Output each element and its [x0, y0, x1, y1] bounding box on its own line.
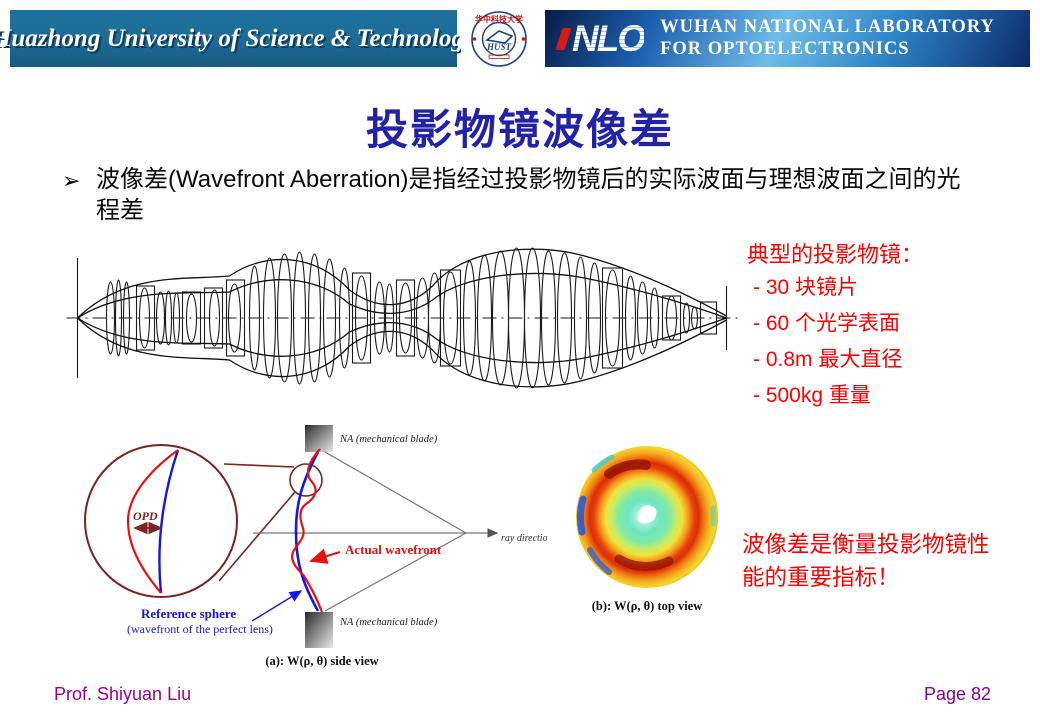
hust-seal-logo: 华中科技大学 HUST [461, 8, 537, 69]
opd-magnifier-circle [84, 444, 238, 598]
lens-note-item: - 30 块镜片 [753, 276, 859, 299]
lens-note-item: - 0.8m 最大直径 [753, 348, 903, 371]
lens-note-item: - 60 个光学表面 [753, 312, 901, 335]
reference-sphere-sublabel: (wavefront of the perfect lens) [127, 622, 273, 636]
ray-bundle [77, 248, 727, 388]
opd-label: OPD [133, 509, 158, 523]
conclusion-text: 波像差是衡量投影物镜性能的重要指标！ [742, 532, 990, 590]
na-label-bottom: NA (mechanical blade) [339, 617, 438, 628]
projection-lens-diagram [66, 247, 741, 389]
footer-page-number: Page 82 [924, 684, 992, 704]
side-view-caption: (a): W(ρ, θ) side view [265, 654, 378, 668]
na-blade-bottom [305, 612, 333, 648]
typical-lens-note: 典型的投影物镜： - 30 块镜片 - 60 个光学表面 - 0.8m 最大直径… [747, 240, 1032, 414]
lab-name-line2: FOR OPTOELECTRONICS [660, 38, 910, 59]
na-label-top: NA (mechanical blade) [339, 434, 438, 445]
hust-seal-icon: 华中科技大学 HUST [471, 10, 527, 67]
na-blade-top [305, 425, 333, 452]
ray-direction-label: ray direction [501, 533, 547, 544]
university-name: Huazhong University of Science & Technol… [0, 24, 476, 52]
bullet-arrow-icon: ➢ [62, 168, 81, 193]
wnlo-logo-text: NLO [572, 18, 646, 59]
seal-top-text: 华中科技大学 [475, 14, 523, 24]
reference-sphere-label: Reference sphere [141, 606, 236, 621]
actual-wavefront-label: Actual wavefront [345, 542, 442, 557]
lab-name: WUHAN NATIONAL LABORATORY FOR OPTOELECTR… [660, 17, 995, 60]
bullet-text: 波像差(Wavefront Aberration)是指经过投影物镜后的实际波面与… [96, 166, 961, 224]
wnlo-logo: NLO [555, 18, 646, 59]
lens-note-heading: 典型的投影物镜： [747, 242, 924, 267]
seal-center-text: HUST [486, 42, 512, 52]
pupil-heatmap [576, 446, 718, 588]
footer-author: Prof. Shiyuan Liu [54, 684, 192, 704]
wavefront-side-view-figure: OPD NA (mechanical blade) NA (mechanical… [84, 425, 547, 668]
university-banner: Huazhong University of Science & Technol… [0, 10, 475, 67]
page-title: 投影物镜波像差 [365, 106, 674, 153]
reference-sphere-curve [294, 451, 320, 612]
lens-note-item: - 500kg 重量 [753, 384, 871, 407]
actual-wavefront-curve [291, 448, 324, 613]
wnlo-red-tick-icon [555, 27, 572, 50]
lab-banner: NLO WUHAN NATIONAL LABORATORY FOR OPTOEL… [545, 10, 1030, 67]
zoom-target-circle [289, 463, 323, 497]
lab-name-line1: WUHAN NATIONAL LABORATORY [660, 17, 995, 38]
top-view-caption: (b): W(ρ, θ) top view [591, 599, 703, 613]
bullet-paragraph: ➢ 波像差(Wavefront Aberration)是指经过投影物镜后的实际波… [62, 164, 967, 226]
pupil-map-figure: (b): W(ρ, θ) top view [572, 444, 722, 614]
